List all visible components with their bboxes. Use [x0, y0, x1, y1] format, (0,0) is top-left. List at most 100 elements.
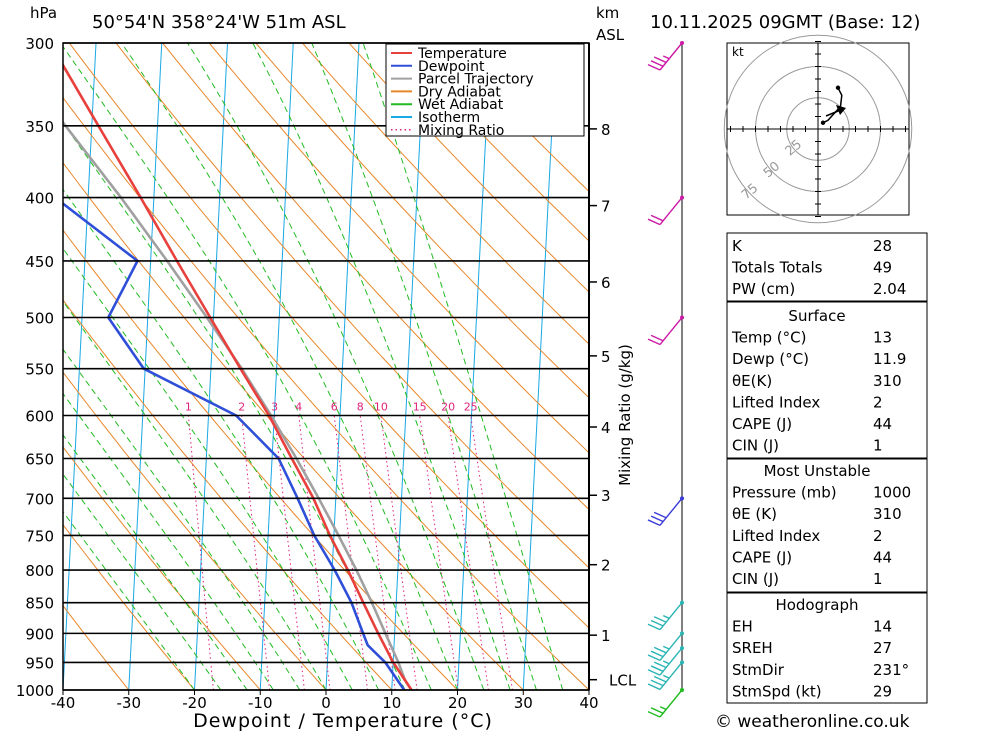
temperature-tick-label: -30: [117, 694, 142, 712]
table-row-label: CAPE (J): [732, 415, 792, 433]
table-row-label: Temp (°C): [731, 329, 806, 347]
km-tick-label: 8: [601, 121, 611, 139]
wind-barb-flag: [650, 60, 664, 67]
wind-barb-flag: [650, 665, 664, 672]
mixing-ratio-line: [359, 415, 396, 690]
dry-adiabat-line: [395, 43, 589, 242]
wind-barb-flag: [650, 619, 664, 627]
legend-label: Wet Adiabat: [418, 97, 504, 113]
wind-barb-flag: [662, 645, 670, 650]
mixing-ratio-value-label: 8: [357, 400, 364, 413]
table-row-label: EH: [732, 618, 753, 636]
table-row-value: 49: [873, 259, 892, 277]
wind-barb: [647, 41, 684, 71]
isotherm-lines: [63, 43, 589, 690]
mixing-ratio-value-label: 20: [441, 400, 455, 413]
hpa-unit-label: hPa: [30, 4, 57, 22]
profile-series: [63, 62, 413, 690]
wind-barb-flag: [647, 63, 661, 71]
legend-label: Parcel Trajectory: [418, 72, 534, 88]
isotherm-line: [128, 43, 163, 690]
wet-adiabat-line: [63, 188, 380, 690]
pressure-tick-label: 650: [25, 451, 54, 469]
hodograph-start-dot: [820, 120, 826, 125]
mixing-ratio-value-label: 2: [238, 400, 245, 413]
mixing-ratio-value-label: 1: [185, 400, 192, 413]
table-row-label: StmSpd (kt): [732, 682, 822, 700]
hodograph-end-dot: [835, 85, 841, 90]
table-section-title: Hodograph: [775, 596, 858, 614]
table-row-label: θE (K): [732, 505, 777, 523]
wind-barb-flag: [653, 675, 667, 683]
temperature-tick-label: -40: [51, 694, 76, 712]
wind-barb-flag: [653, 661, 667, 669]
wind-barb-flag: [653, 511, 667, 519]
pressure-tick-label: 1000: [16, 682, 54, 700]
wind-barb-dot: [680, 496, 684, 501]
asl-unit-label: ASL: [596, 26, 625, 44]
km-tick-label: 1: [601, 627, 611, 645]
mixing-ratio-labels: 1 2 3 4 6 8 10 15 20 25: [185, 400, 478, 413]
wind-barb-flag: [650, 515, 664, 523]
mixing-ratio-value-label: 4: [295, 400, 302, 413]
mixing-ratio-line: [419, 415, 459, 690]
km-tick-label: 7: [601, 198, 611, 216]
dewpoint-line: [63, 201, 406, 690]
wind-barb: [647, 660, 684, 691]
dry-adiabat-line: [63, 299, 393, 690]
km-tick-label: 2: [601, 557, 611, 575]
dry-adiabat-line: [208, 43, 589, 454]
height-km-ticks: 1 2 3 4 5 6 7 8 LCL: [589, 121, 637, 690]
wind-barb-shaft: [659, 661, 683, 690]
table-row-value: 2: [873, 527, 883, 545]
table-row-value: 11.9: [873, 350, 906, 368]
dry-adiabat-line: [255, 43, 589, 399]
location-title: 50°54'N 358°24'W 51m ASL: [92, 12, 346, 33]
mixing-ratio-line: [241, 415, 271, 690]
wind-barb-flag: [647, 669, 661, 676]
temperature-tick-label: 30: [514, 694, 533, 712]
isotherm-line: [391, 43, 426, 690]
wind-barb-shaft: [659, 632, 683, 661]
wet-adiabat-line: [121, 43, 458, 690]
temperature-tick-label: -20: [182, 694, 207, 712]
temperature-tick-label: 20: [448, 694, 467, 712]
pressure-tick-label: 700: [25, 490, 54, 508]
wind-barb-dot: [680, 646, 684, 651]
pressure-tick-label: 350: [25, 118, 54, 136]
table-row-value: 28: [873, 237, 892, 255]
isotherm-line: [259, 43, 294, 690]
isotherm-line: [194, 43, 229, 690]
table-row-value: 310: [873, 505, 902, 523]
wind-barb-flag: [650, 707, 664, 714]
km-tick-label: 5: [601, 348, 611, 366]
mixing-ratio-value-label: 6: [331, 400, 338, 413]
table-row-label: Dewp (°C): [732, 350, 809, 368]
wet-adiabat-line: [187, 43, 485, 690]
table-row-label: θE(K): [732, 372, 772, 390]
table-row-value: 2.04: [873, 280, 906, 298]
mixing-ratio-line: [187, 415, 214, 690]
pressure-tick-label: 600: [25, 407, 54, 425]
temperature-tick-label: -10: [248, 694, 273, 712]
wet-adiabat-lines: [63, 43, 564, 690]
wind-barb-shaft: [659, 602, 683, 631]
table-row-label: PW (cm): [732, 280, 795, 298]
table-row-label: K: [732, 237, 743, 255]
pressure-tick-label: 800: [25, 562, 54, 580]
dry-adiabat-line: [63, 162, 524, 690]
wind-barb-flag: [662, 55, 670, 60]
wind-barb: [647, 631, 684, 662]
pressure-tick-label: 550: [25, 361, 54, 379]
wind-barb-shaft: [659, 497, 683, 526]
stability-tables: K 28 Totals Totals 49 PW (cm) 2.04 Surface Temp…: [726, 232, 928, 704]
wind-barb: [647, 195, 684, 226]
pressure-tick-label: 300: [25, 35, 54, 53]
isotherm-line: [325, 43, 360, 690]
legend-label: Temperature: [417, 46, 507, 62]
isobar-lines: [63, 42, 589, 691]
table-row-value: 44: [873, 548, 892, 566]
lcl-label: LCL: [609, 672, 637, 690]
legend-label: Mixing Ratio: [418, 123, 504, 139]
